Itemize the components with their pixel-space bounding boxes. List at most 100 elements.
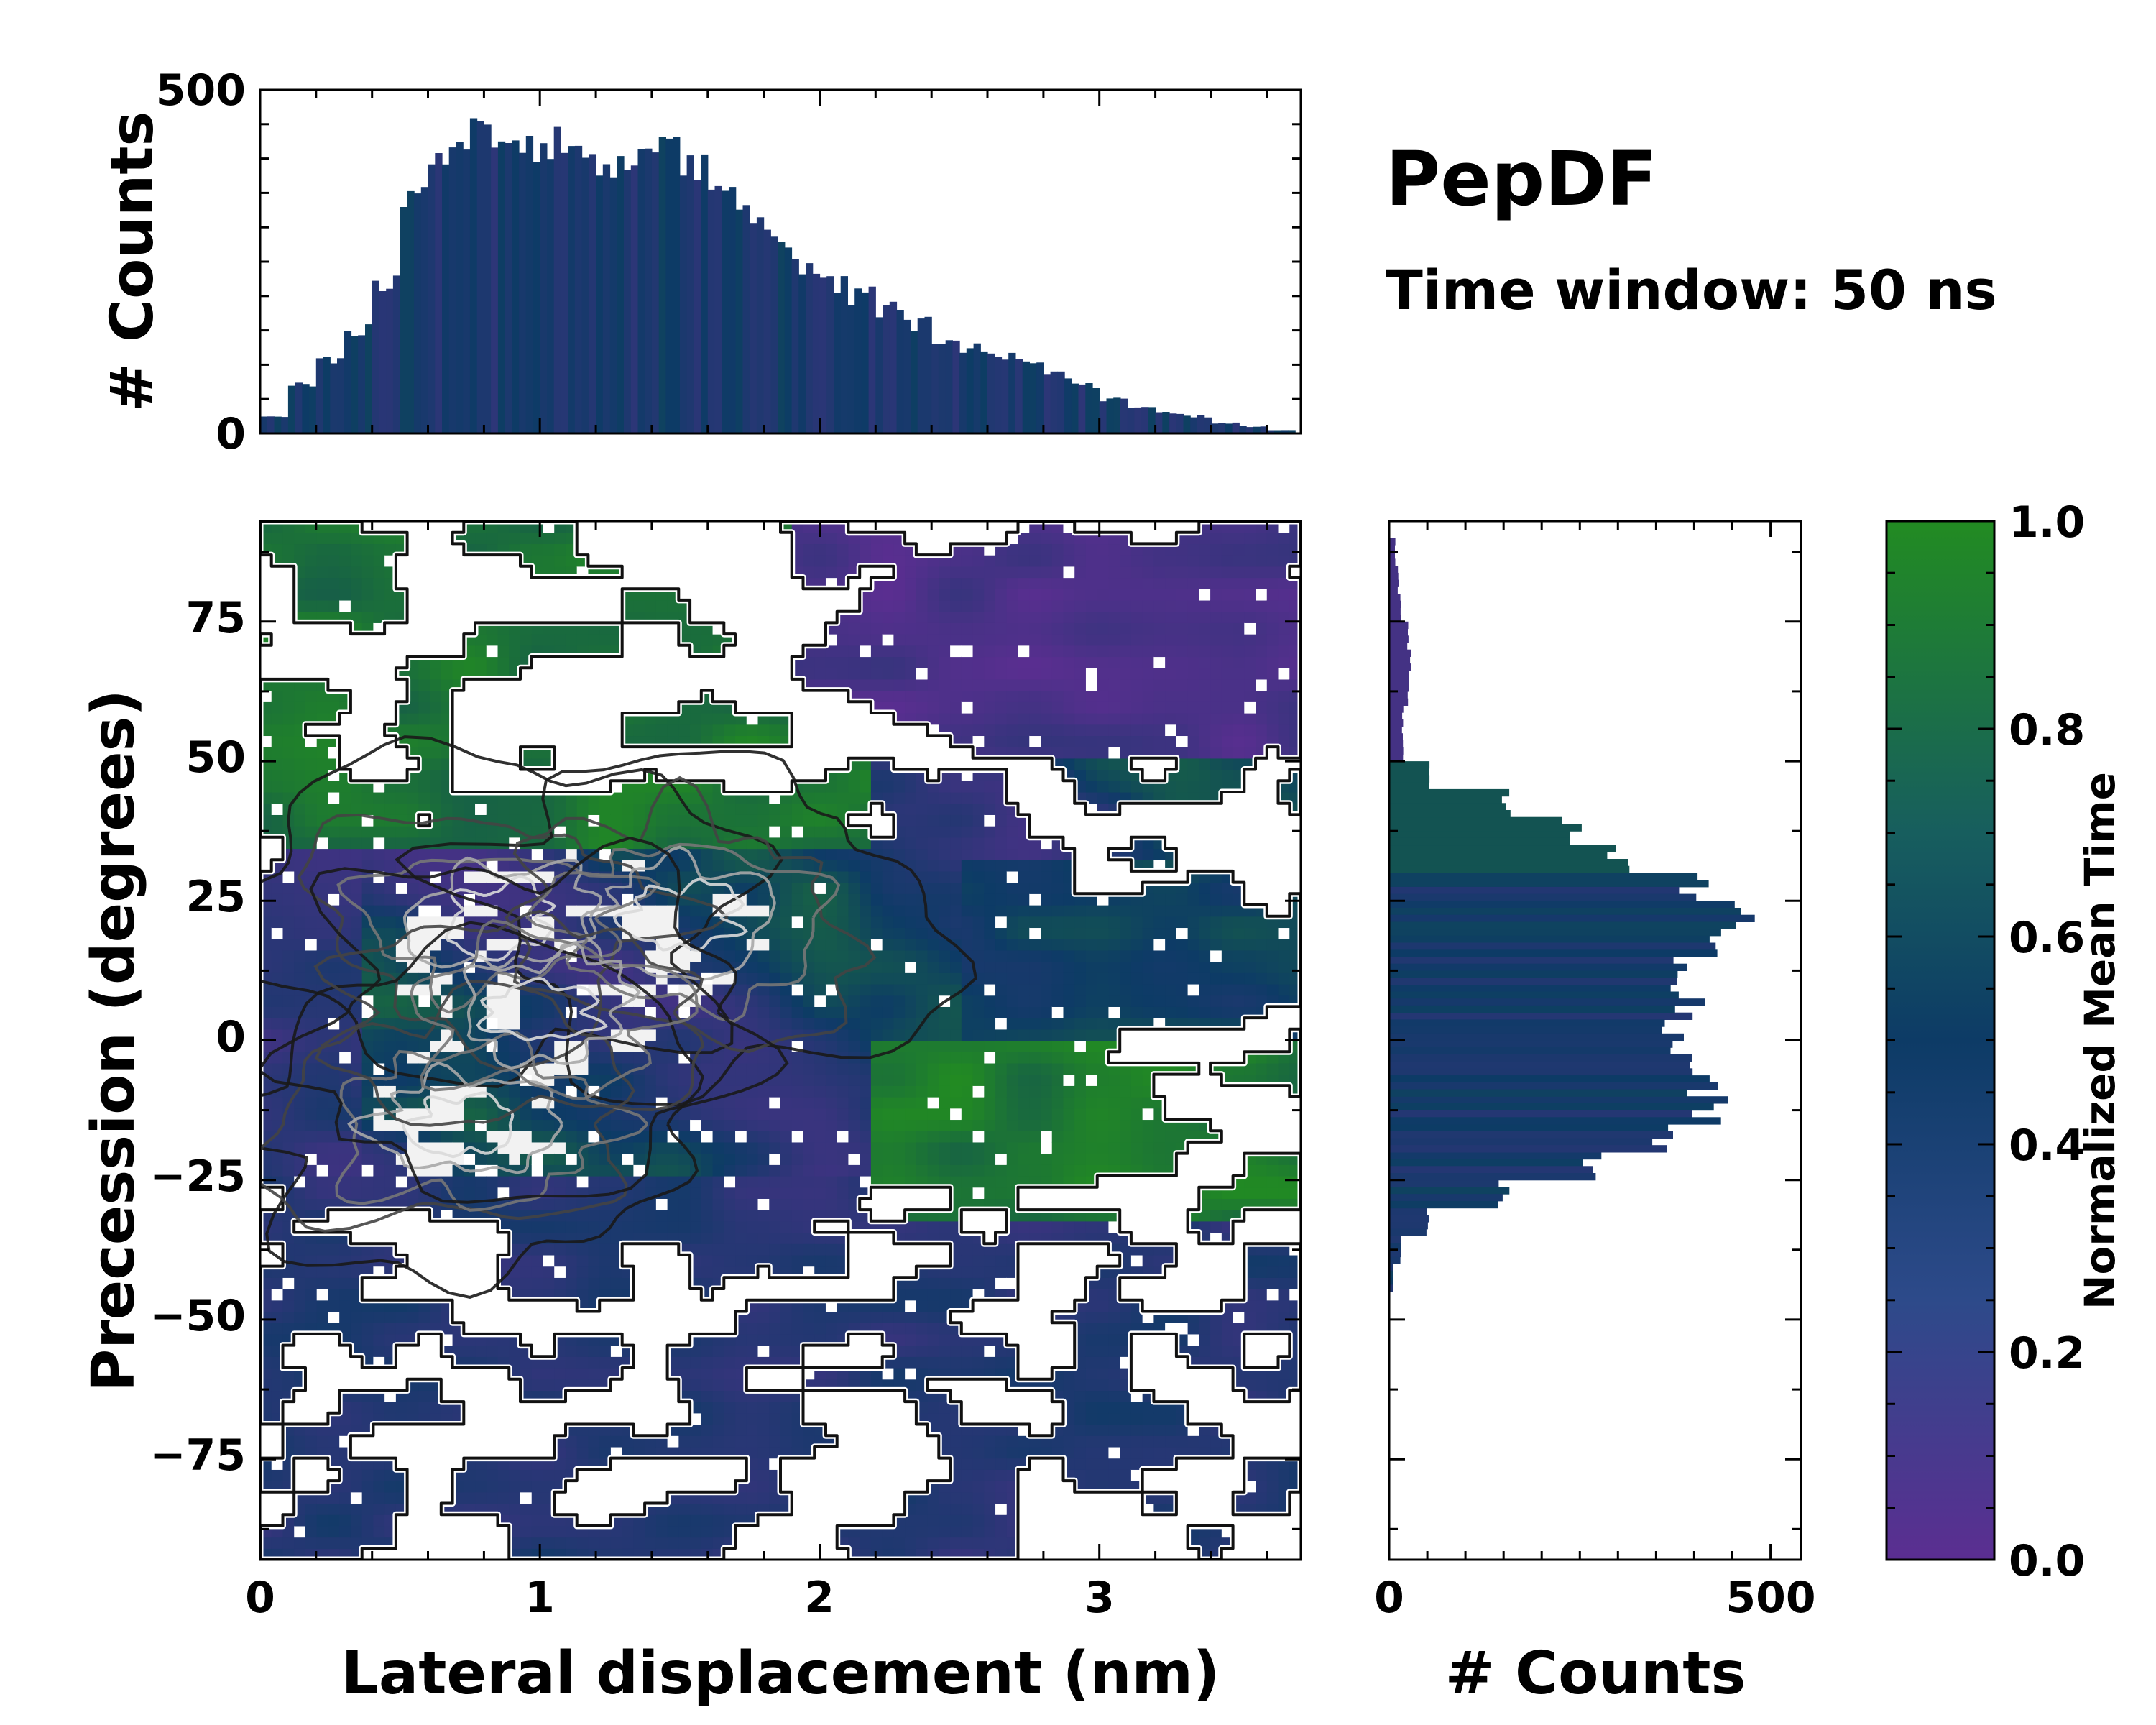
heatmap-cell [984,905,996,917]
heatmap-cell [565,1243,578,1256]
heatmap-cell [678,1435,691,1448]
heatmap-cell [950,826,962,838]
heatmap-cell [531,814,544,827]
heatmap-cell [882,1062,894,1075]
heatmap-cell [927,566,939,579]
heatmap-cell [995,1446,1008,1459]
heatmap-cell [690,1119,702,1131]
heatmap-cell [588,893,600,906]
heatmap-cell [724,972,736,985]
heatmap-cell [543,1469,555,1481]
heatmap-cell [735,1131,747,1143]
heatmap-cell [361,791,374,804]
heatmap-cell [430,983,442,996]
heatmap-cell [1041,634,1053,646]
heatmap-cell [633,1052,645,1064]
heatmap-cell [995,1503,1008,1515]
heatmap-cell [1029,713,1041,725]
heatmap-cell [316,1254,329,1267]
heatmap-cell [870,599,883,612]
heatmap-cell [893,1108,906,1121]
heatmap-cell [803,1311,815,1323]
heatmap-cell [791,1131,804,1143]
heatmap-cell [972,1254,985,1267]
heatmap-cell [825,1175,838,1188]
heatmap-cell [814,1153,826,1165]
heatmap-cell [950,961,962,973]
heatmap-cell [282,1232,295,1244]
heatmap-cell [814,995,826,1007]
heatmap-cell [305,916,318,929]
heatmap-cell [305,1266,318,1278]
heatmap-cell [1006,1446,1019,1459]
heatmap-cell [757,1458,770,1470]
heatmap-cell [848,1131,860,1143]
heatmap-cell [475,1175,487,1188]
heatmap-cell [384,905,397,917]
heatmap-cell [927,1220,939,1233]
heatmap-cell [712,1525,724,1538]
heatmap-cell [328,577,340,589]
heatmap-cell [576,803,589,815]
heatmap-cell [486,634,499,646]
heatmap-cell [803,1243,815,1256]
heatmap-cell [565,1525,578,1538]
heatmap-cell [1074,1402,1087,1414]
heatmap-cell [486,848,499,860]
heatmap-cell [520,1175,533,1188]
heatmap-cell [848,870,860,883]
heatmap-cell [339,532,351,545]
heatmap-cell [905,1333,917,1346]
heatmap-cell [361,589,374,601]
heatmap-cell [1074,1424,1087,1436]
heatmap-cell [271,702,284,714]
heatmap-cell [860,781,872,793]
heatmap-cell [757,1446,770,1459]
heatmap-cell [452,668,464,680]
heatmap-cell [791,1210,804,1222]
heatmap-cell [1051,690,1064,702]
heatmap-cell [848,1062,860,1075]
heatmap-cell [893,882,906,894]
top-histogram-bar [519,152,527,433]
heatmap-cell [961,1266,974,1278]
heatmap-cell [452,1018,464,1030]
heatmap-cell [870,1018,883,1030]
heatmap-cell [961,1446,974,1459]
heatmap-cell [814,1243,826,1256]
heatmap-cell [350,555,363,567]
heatmap-cell [972,1164,985,1177]
heatmap-cell [678,1052,691,1064]
heatmap-cell [350,826,363,838]
heatmap-cell [497,1006,510,1018]
heatmap-cell [905,678,917,691]
heatmap-cell [905,848,917,860]
heatmap-cell [328,1435,340,1448]
heatmap-cell [565,1254,578,1267]
heatmap-cell [294,1300,306,1312]
heatmap-cell [984,622,996,635]
heatmap-cell [452,1108,464,1121]
heatmap-cell [860,972,872,985]
heatmap-cell [893,599,906,612]
heatmap-cell [950,791,962,804]
heatmap-cell [961,645,974,658]
top-histogram-frame [259,88,1302,435]
heatmap-cell [282,543,295,556]
heatmap-cell [430,1131,442,1143]
heatmap-cell [905,1300,917,1312]
heatmap-cell [916,1220,929,1233]
heatmap-cell [531,1379,544,1392]
top-histogram-bar [267,416,275,433]
heatmap-cell [645,1514,657,1527]
heatmap-cell [780,1085,793,1098]
heatmap-cell [667,916,679,929]
heatmap-cell [588,1266,600,1278]
heatmap-cell [554,1153,566,1165]
heatmap-cell [576,1131,589,1143]
heatmap-cell [599,1164,612,1177]
heatmap-cell [554,1525,566,1538]
heatmap-cell [1029,532,1041,545]
heatmap-cell [1006,1074,1019,1086]
heatmap-cell [1063,916,1075,929]
